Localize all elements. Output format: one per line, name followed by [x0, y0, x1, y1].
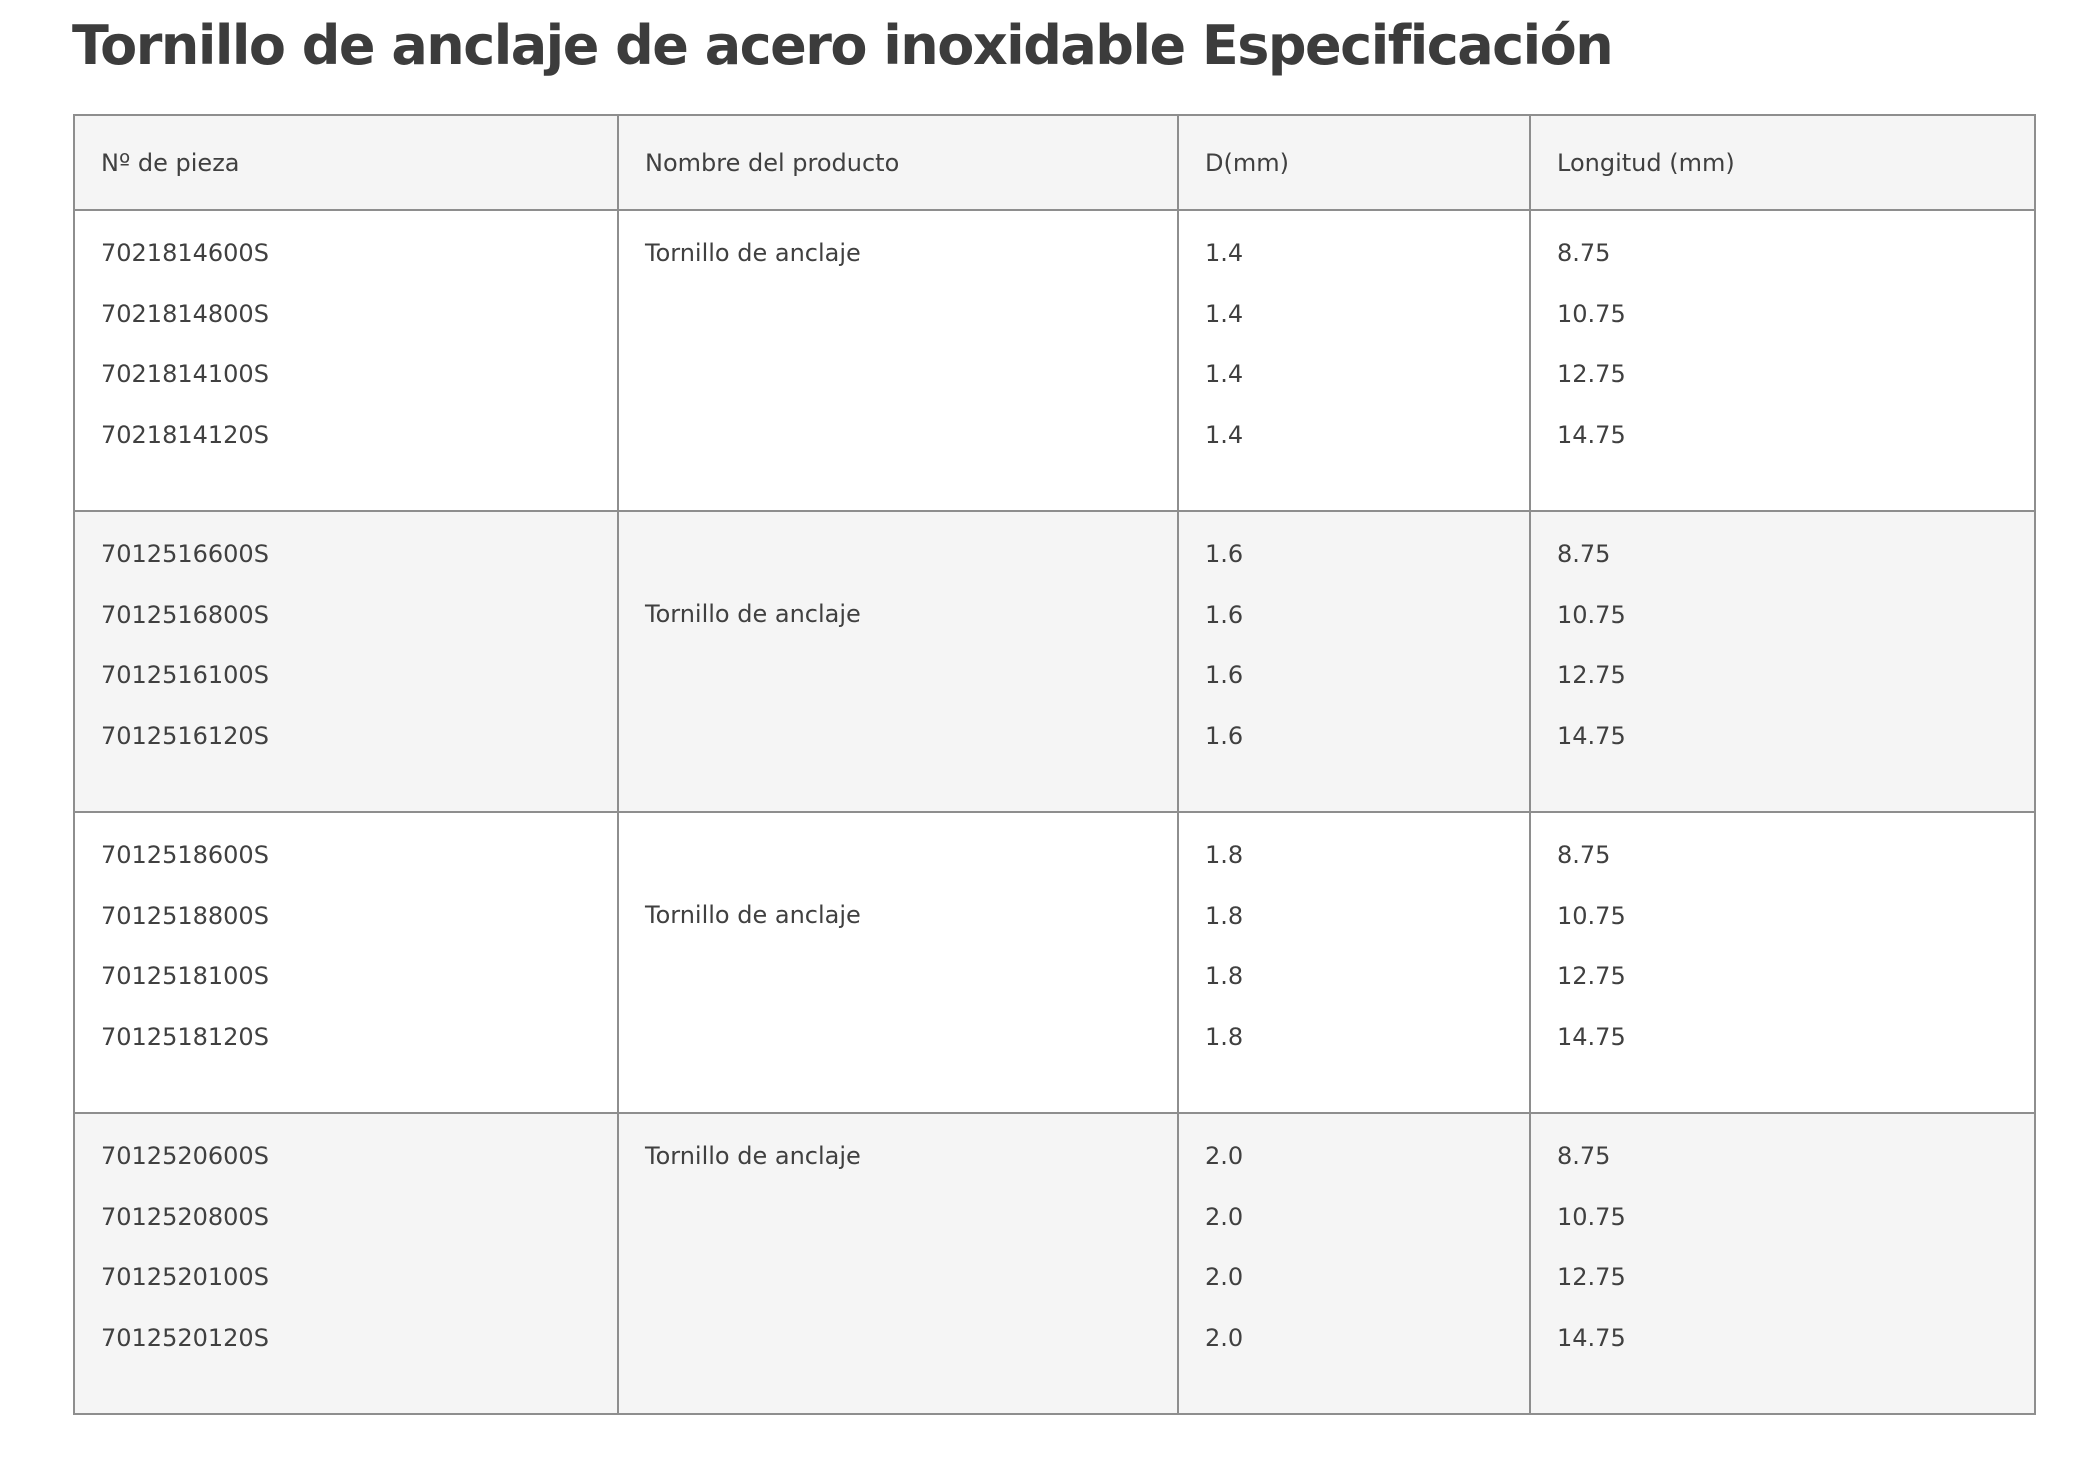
length-value: 12.75	[1557, 962, 1626, 990]
length-value: 8.75	[1557, 1142, 1611, 1170]
diameter-cell-list: 1.6 1.6 1.6 1.6	[1205, 512, 1529, 779]
part-number-cell: 7012516600S 7012516800S 7012516100S 7012516…	[73, 510, 619, 813]
part-number-cell-list: 7012520600S 7012520800S 7012520100S 7012520…	[101, 1114, 617, 1381]
column-header-part-number: Nº de pieza	[73, 114, 619, 211]
part-number: 7012516100S	[101, 661, 269, 689]
length-value: 12.75	[1557, 1263, 1626, 1291]
part-number-cell: 7021814600S 7021814800S 7021814100S 7021814…	[73, 209, 619, 512]
part-number: 7012520100S	[101, 1263, 269, 1291]
part-number: 7021814600S	[101, 239, 269, 267]
length-cell: 8.75 10.75 12.75 14.75	[1529, 811, 2036, 1114]
diameter-cell: 1.6 1.6 1.6 1.6	[1177, 510, 1531, 813]
part-number: 7012516800S	[101, 600, 269, 629]
length-cell-list: 8.75 10.75 12.75 14.75	[1557, 211, 2034, 478]
part-number-cell-list: 7021814600S 7021814800S 7021814100S 7021814…	[101, 211, 617, 478]
column-header-product-name: Nombre del producto	[617, 114, 1179, 211]
part-number: 7021814800S	[101, 299, 269, 328]
diameter-value: 1.8	[1205, 962, 1244, 990]
product-name: Tornillo de anclaje	[645, 600, 861, 628]
length-value: 8.75	[1557, 540, 1611, 568]
part-number: 7012516600S	[101, 540, 269, 568]
diameter-cell: 2.0 2.0 2.0 2.0	[1177, 1112, 1531, 1415]
diameter-value: 1.6	[1205, 661, 1244, 689]
length-value: 12.75	[1557, 661, 1626, 689]
product-name: Tornillo de anclaje	[645, 901, 861, 929]
product-name-cell: Tornillo de anclaje	[617, 1112, 1179, 1415]
length-value: 14.75	[1557, 1022, 1626, 1051]
diameter-value: 2.0	[1205, 1323, 1244, 1352]
product-name-cell: Tornillo de anclaje	[617, 209, 1179, 512]
column-header-length: Longitud (mm)	[1529, 114, 2036, 211]
specification-table: Nº de pieza Nombre del producto D(mm) Lo…	[73, 114, 2036, 1415]
length-value: 10.75	[1557, 1202, 1626, 1231]
diameter-value: 2.0	[1205, 1263, 1244, 1291]
part-number: 7012520120S	[101, 1323, 269, 1352]
part-number: 7012520600S	[101, 1142, 269, 1170]
diameter-value: 1.8	[1205, 901, 1244, 930]
length-value: 10.75	[1557, 600, 1626, 629]
length-value: 14.75	[1557, 721, 1626, 750]
diameter-value: 2.0	[1205, 1202, 1244, 1231]
diameter-value: 1.4	[1205, 239, 1244, 267]
diameter-cell-list: 1.4 1.4 1.4 1.4	[1205, 211, 1529, 478]
part-number-cell: 7012520600S 7012520800S 7012520100S 7012520…	[73, 1112, 619, 1415]
table-body: 7021814600S 7021814800S 7021814100S 7021814…	[73, 209, 2036, 1415]
diameter-value: 1.8	[1205, 841, 1244, 869]
part-number: 7021814120S	[101, 420, 269, 449]
diameter-value: 1.4	[1205, 360, 1244, 388]
part-number-cell: 7012518600S 7012518800S 7012518100S 7012518…	[73, 811, 619, 1114]
diameter-value: 1.8	[1205, 1022, 1244, 1051]
diameter-cell: 1.8 1.8 1.8 1.8	[1177, 811, 1531, 1114]
length-value: 8.75	[1557, 239, 1611, 267]
diameter-cell-list: 2.0 2.0 2.0 2.0	[1205, 1114, 1529, 1381]
part-number: 7012518120S	[101, 1022, 269, 1051]
table-row: 7012516600S 7012516800S 7012516100S 7012516…	[73, 510, 2036, 813]
diameter-value: 1.6	[1205, 721, 1244, 750]
length-value: 14.75	[1557, 1323, 1626, 1352]
part-number: 7021814100S	[101, 360, 269, 388]
diameter-value: 1.6	[1205, 600, 1244, 629]
product-name-cell: Tornillo de anclaje	[617, 811, 1179, 1114]
part-number: 7012518100S	[101, 962, 269, 990]
diameter-cell-list: 1.8 1.8 1.8 1.8	[1205, 813, 1529, 1080]
length-value: 14.75	[1557, 420, 1626, 449]
part-number: 7012518800S	[101, 901, 269, 930]
page-title: Tornillo de anclaje de acero inoxidable …	[72, 14, 1614, 77]
table-row: 7012518600S 7012518800S 7012518100S 7012518…	[73, 811, 2036, 1114]
diameter-value: 1.6	[1205, 540, 1244, 568]
product-name-cell: Tornillo de anclaje	[617, 510, 1179, 813]
length-cell: 8.75 10.75 12.75 14.75	[1529, 209, 2036, 512]
part-number: 7012520800S	[101, 1202, 269, 1231]
part-number-cell-list: 7012518600S 7012518800S 7012518100S 7012518…	[101, 813, 617, 1080]
length-cell-list: 8.75 10.75 12.75 14.75	[1557, 512, 2034, 779]
length-value: 12.75	[1557, 360, 1626, 388]
diameter-cell: 1.4 1.4 1.4 1.4	[1177, 209, 1531, 512]
table-header-row: Nº de pieza Nombre del producto D(mm) Lo…	[73, 114, 2036, 211]
product-name: Tornillo de anclaje	[645, 1142, 861, 1170]
part-number: 7012518600S	[101, 841, 269, 869]
diameter-value: 1.4	[1205, 299, 1244, 328]
length-cell-list: 8.75 10.75 12.75 14.75	[1557, 1114, 2034, 1381]
length-value: 10.75	[1557, 299, 1626, 328]
table-row: 7012520600S 7012520800S 7012520100S 7012520…	[73, 1112, 2036, 1415]
diameter-value: 1.4	[1205, 420, 1244, 449]
table-row: 7021814600S 7021814800S 7021814100S 7021814…	[73, 209, 2036, 512]
part-number-cell-list: 7012516600S 7012516800S 7012516100S 7012516…	[101, 512, 617, 779]
diameter-value: 2.0	[1205, 1142, 1244, 1170]
length-cell-list: 8.75 10.75 12.75 14.75	[1557, 813, 2034, 1080]
length-value: 10.75	[1557, 901, 1626, 930]
length-value: 8.75	[1557, 841, 1611, 869]
part-number: 7012516120S	[101, 721, 269, 750]
product-name: Tornillo de anclaje	[645, 239, 861, 267]
length-cell: 8.75 10.75 12.75 14.75	[1529, 510, 2036, 813]
column-header-diameter: D(mm)	[1177, 114, 1531, 211]
length-cell: 8.75 10.75 12.75 14.75	[1529, 1112, 2036, 1415]
